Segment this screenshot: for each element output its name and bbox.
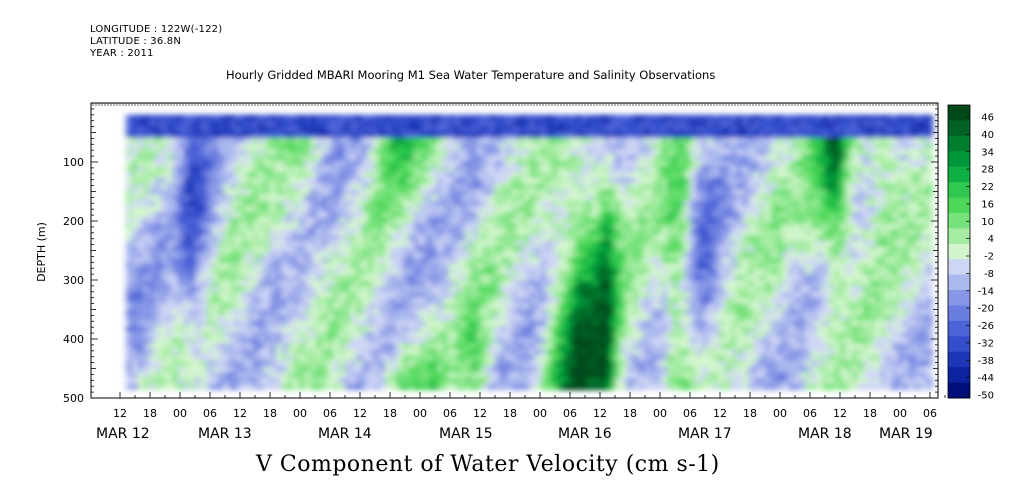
colorbar-swatch	[948, 305, 970, 322]
colorbar-swatch	[948, 259, 970, 276]
colorbar-swatch	[948, 290, 970, 306]
colorbar-label: -20	[978, 304, 994, 315]
colorbar-swatch	[948, 336, 970, 353]
colorbar-label: -14	[978, 286, 994, 297]
colorbar-label: -50	[978, 391, 994, 402]
year-label: YEAR : 2011	[90, 48, 154, 59]
x-hour-tick-label: 18	[143, 407, 157, 420]
x-date-label: MAR 13	[198, 426, 252, 442]
colorbar-label: 10	[981, 217, 994, 228]
x-hour-tick-label: 12	[833, 407, 847, 420]
colorbar-label: 22	[981, 182, 994, 193]
y-tick-label: 400	[63, 333, 84, 346]
colorbar-swatch	[948, 151, 970, 168]
y-axis-label: DEPTH (m)	[35, 222, 48, 282]
x-hour-tick-label: 00	[293, 407, 307, 420]
colorbar-label: -8	[984, 269, 994, 280]
x-hour-tick-label: 00	[893, 407, 907, 420]
colorbar-swatch	[948, 135, 970, 152]
x-hour-tick-label: 12	[593, 407, 607, 420]
x-hour-tick-label: 12	[713, 407, 727, 420]
variable-title: V Component of Water Velocity (cm s-1)	[256, 452, 720, 477]
y-tick-label: 300	[63, 274, 84, 287]
x-hour-tick-label: 06	[683, 407, 697, 420]
x-hour-tick-label: 06	[203, 407, 217, 420]
colorbar-swatch	[948, 382, 970, 399]
colorbar-swatch	[948, 351, 970, 368]
colorbar-label: -2	[984, 252, 994, 263]
x-date-label: MAR 17	[678, 426, 732, 442]
colorbar-label: 34	[981, 147, 994, 158]
x-hour-tick-label: 12	[353, 407, 367, 420]
colorbar-label: 46	[981, 113, 994, 124]
x-hour-tick-label: 06	[803, 407, 817, 420]
x-hour-tick-label: 18	[743, 407, 757, 420]
colorbar-swatch	[948, 212, 970, 229]
x-hour-tick-label: 06	[923, 407, 937, 420]
x-hour-tick-label: 18	[623, 407, 637, 420]
colorbar-swatch	[948, 197, 970, 214]
x-hour-tick-label: 00	[413, 407, 427, 420]
colorbar-label: 4	[988, 234, 994, 245]
colorbar-swatch	[948, 166, 970, 183]
heatmap-field	[126, 114, 933, 391]
latitude-label: LATITUDE : 36.8N	[90, 36, 182, 47]
x-date-label: MAR 16	[558, 426, 612, 442]
colorbar: 46 40 34 28 22 16 10 4 -2 -8 -14 -20 -26 -32 -38 -44 -50	[947, 104, 994, 402]
y-tick-label: 100	[63, 156, 84, 169]
colorbar-swatch	[948, 120, 970, 137]
colorbar-label: 40	[981, 130, 994, 141]
colorbar-label: -26	[978, 321, 994, 332]
x-date-label: MAR 19	[879, 426, 933, 442]
x-hour-tick-label: 18	[263, 407, 277, 420]
colorbar-label: -32	[978, 338, 994, 349]
colorbar-swatch	[948, 274, 970, 291]
x-hour-tick-label: 00	[773, 407, 787, 420]
colorbar-label: -44	[978, 373, 994, 384]
x-date-label: MAR 14	[318, 426, 372, 442]
x-hour-tick-label: 06	[443, 407, 457, 420]
x-hour-tick-label: 12	[473, 407, 487, 420]
x-date-label: MAR 15	[439, 426, 493, 442]
x-hour-tick-label: 00	[653, 407, 667, 420]
x-hour-tick-label: 06	[563, 407, 577, 420]
x-hour-tick-label: 12	[113, 407, 127, 420]
y-tick-label: 500	[63, 392, 84, 405]
x-hour-tick-label: 18	[503, 407, 517, 420]
colorbar-swatch	[948, 228, 970, 245]
colorbar-swatch	[948, 243, 970, 260]
heatmap-cells	[126, 114, 933, 391]
colorbar-swatch	[948, 182, 970, 199]
x-hour-tick-label: 00	[533, 407, 547, 420]
colorbar-label: -38	[978, 356, 994, 367]
x-hour-tick-label: 18	[863, 407, 877, 420]
x-hour-tick-label: 06	[323, 407, 337, 420]
x-date-label: MAR 12	[96, 426, 150, 442]
colorbar-label: 16	[981, 199, 994, 210]
colorbar-swatch	[948, 367, 970, 384]
x-hour-tick-label: 00	[173, 407, 187, 420]
chart-title: Hourly Gridded MBARI Mooring M1 Sea Wate…	[226, 68, 716, 82]
colorbar-label: 28	[981, 165, 994, 176]
colorbar-frame	[947, 104, 971, 399]
y-tick-label: 200	[63, 215, 84, 228]
colorbar-swatch	[948, 320, 970, 337]
colorbar-swatch	[948, 105, 970, 121]
longitude-label: LONGITUDE : 122W(-122)	[90, 24, 223, 35]
x-hour-tick-label: 18	[383, 407, 397, 420]
x-hour-tick-label: 12	[233, 407, 247, 420]
x-date-label: MAR 18	[798, 426, 852, 442]
